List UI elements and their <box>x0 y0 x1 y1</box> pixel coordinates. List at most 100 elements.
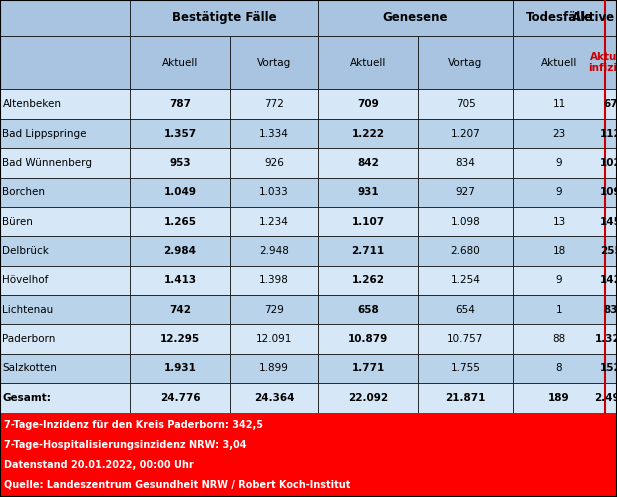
Bar <box>0 148 130 177</box>
Text: 1.413: 1.413 <box>164 275 197 285</box>
Bar <box>318 383 418 413</box>
Text: 145: 145 <box>600 217 617 227</box>
Text: Bad Lippspringe: Bad Lippspringe <box>2 129 87 139</box>
Bar <box>318 354 418 383</box>
Bar <box>318 266 418 295</box>
Bar <box>0 177 130 207</box>
Text: 1.398: 1.398 <box>259 275 289 285</box>
Text: 1.755: 1.755 <box>450 363 481 373</box>
Text: Borchen: Borchen <box>2 187 46 197</box>
Text: 1.931: 1.931 <box>164 363 196 373</box>
Bar <box>0 413 617 497</box>
Text: 709: 709 <box>357 99 379 109</box>
Bar <box>130 295 230 325</box>
Bar <box>605 325 617 354</box>
Bar <box>230 295 318 325</box>
Text: Datenstand 20.01.2022, 00:00 Uhr: Datenstand 20.01.2022, 00:00 Uhr <box>4 460 194 470</box>
Text: 1.328: 1.328 <box>595 334 617 344</box>
Text: Delbrück: Delbrück <box>2 246 49 256</box>
Bar <box>318 236 418 266</box>
Bar <box>318 89 418 119</box>
Bar <box>230 148 318 177</box>
Bar <box>130 0 318 36</box>
Bar <box>230 119 318 148</box>
Text: Altenbeken: Altenbeken <box>2 99 62 109</box>
Text: 1.098: 1.098 <box>450 217 481 227</box>
Text: 1.207: 1.207 <box>450 129 481 139</box>
Text: 2.495: 2.495 <box>595 393 617 403</box>
Text: 10.879: 10.879 <box>348 334 388 344</box>
Text: 67: 67 <box>603 99 617 109</box>
Bar <box>318 148 418 177</box>
Text: 1.033: 1.033 <box>259 187 289 197</box>
Bar <box>605 236 617 266</box>
Bar <box>230 236 318 266</box>
Bar <box>130 266 230 295</box>
Text: Salzkotten: Salzkotten <box>2 363 57 373</box>
Bar <box>513 295 605 325</box>
Text: 189: 189 <box>548 393 570 403</box>
Bar <box>513 119 605 148</box>
Text: Todesfälle: Todesfälle <box>525 11 592 24</box>
Text: 11: 11 <box>552 99 566 109</box>
Text: 8: 8 <box>556 363 562 373</box>
Bar <box>0 36 130 89</box>
Text: 729: 729 <box>264 305 284 315</box>
Bar <box>0 0 130 36</box>
Bar <box>605 177 617 207</box>
Bar <box>230 177 318 207</box>
Text: 1.234: 1.234 <box>259 217 289 227</box>
Text: 1: 1 <box>556 305 562 315</box>
Bar <box>513 325 605 354</box>
Bar <box>605 36 617 89</box>
Text: 705: 705 <box>455 99 475 109</box>
Text: 2.984: 2.984 <box>164 246 196 256</box>
Text: Paderborn: Paderborn <box>2 334 56 344</box>
Bar <box>130 383 230 413</box>
Bar <box>418 89 513 119</box>
Text: 2.948: 2.948 <box>259 246 289 256</box>
Bar <box>0 207 130 236</box>
Bar <box>0 236 130 266</box>
Bar <box>418 177 513 207</box>
Text: 152: 152 <box>600 363 617 373</box>
Bar <box>513 36 605 89</box>
Bar <box>418 207 513 236</box>
Text: 787: 787 <box>169 99 191 109</box>
Text: 1.357: 1.357 <box>164 129 197 139</box>
Text: 842: 842 <box>357 158 379 168</box>
Bar <box>130 119 230 148</box>
Bar <box>0 89 130 119</box>
Bar <box>130 354 230 383</box>
Bar <box>605 119 617 148</box>
Text: 10.757: 10.757 <box>447 334 484 344</box>
Bar <box>605 89 617 119</box>
Bar <box>0 119 130 148</box>
Bar <box>513 207 605 236</box>
Text: 7-Tage-Hospitalisierungsinzidenz NRW: 3,04: 7-Tage-Hospitalisierungsinzidenz NRW: 3,… <box>4 440 246 450</box>
Text: 102: 102 <box>600 158 617 168</box>
Bar <box>130 177 230 207</box>
Text: Bad Wünnenberg: Bad Wünnenberg <box>2 158 93 168</box>
Bar <box>0 383 130 413</box>
Bar <box>230 207 318 236</box>
Text: 1.222: 1.222 <box>352 129 384 139</box>
Bar <box>318 0 513 36</box>
Bar <box>318 119 418 148</box>
Text: Aktive Fälle: Aktive Fälle <box>572 11 617 24</box>
Text: Büren: Büren <box>2 217 33 227</box>
Text: 1.254: 1.254 <box>450 275 481 285</box>
Bar <box>418 236 513 266</box>
Bar <box>513 383 605 413</box>
Bar <box>418 266 513 295</box>
Text: 834: 834 <box>455 158 476 168</box>
Text: 24.776: 24.776 <box>160 393 201 403</box>
Bar <box>0 354 130 383</box>
Bar <box>418 119 513 148</box>
Bar <box>318 36 418 89</box>
Bar <box>230 354 318 383</box>
Text: 1.899: 1.899 <box>259 363 289 373</box>
Bar <box>230 383 318 413</box>
Bar <box>130 207 230 236</box>
Text: 24.364: 24.364 <box>254 393 294 403</box>
